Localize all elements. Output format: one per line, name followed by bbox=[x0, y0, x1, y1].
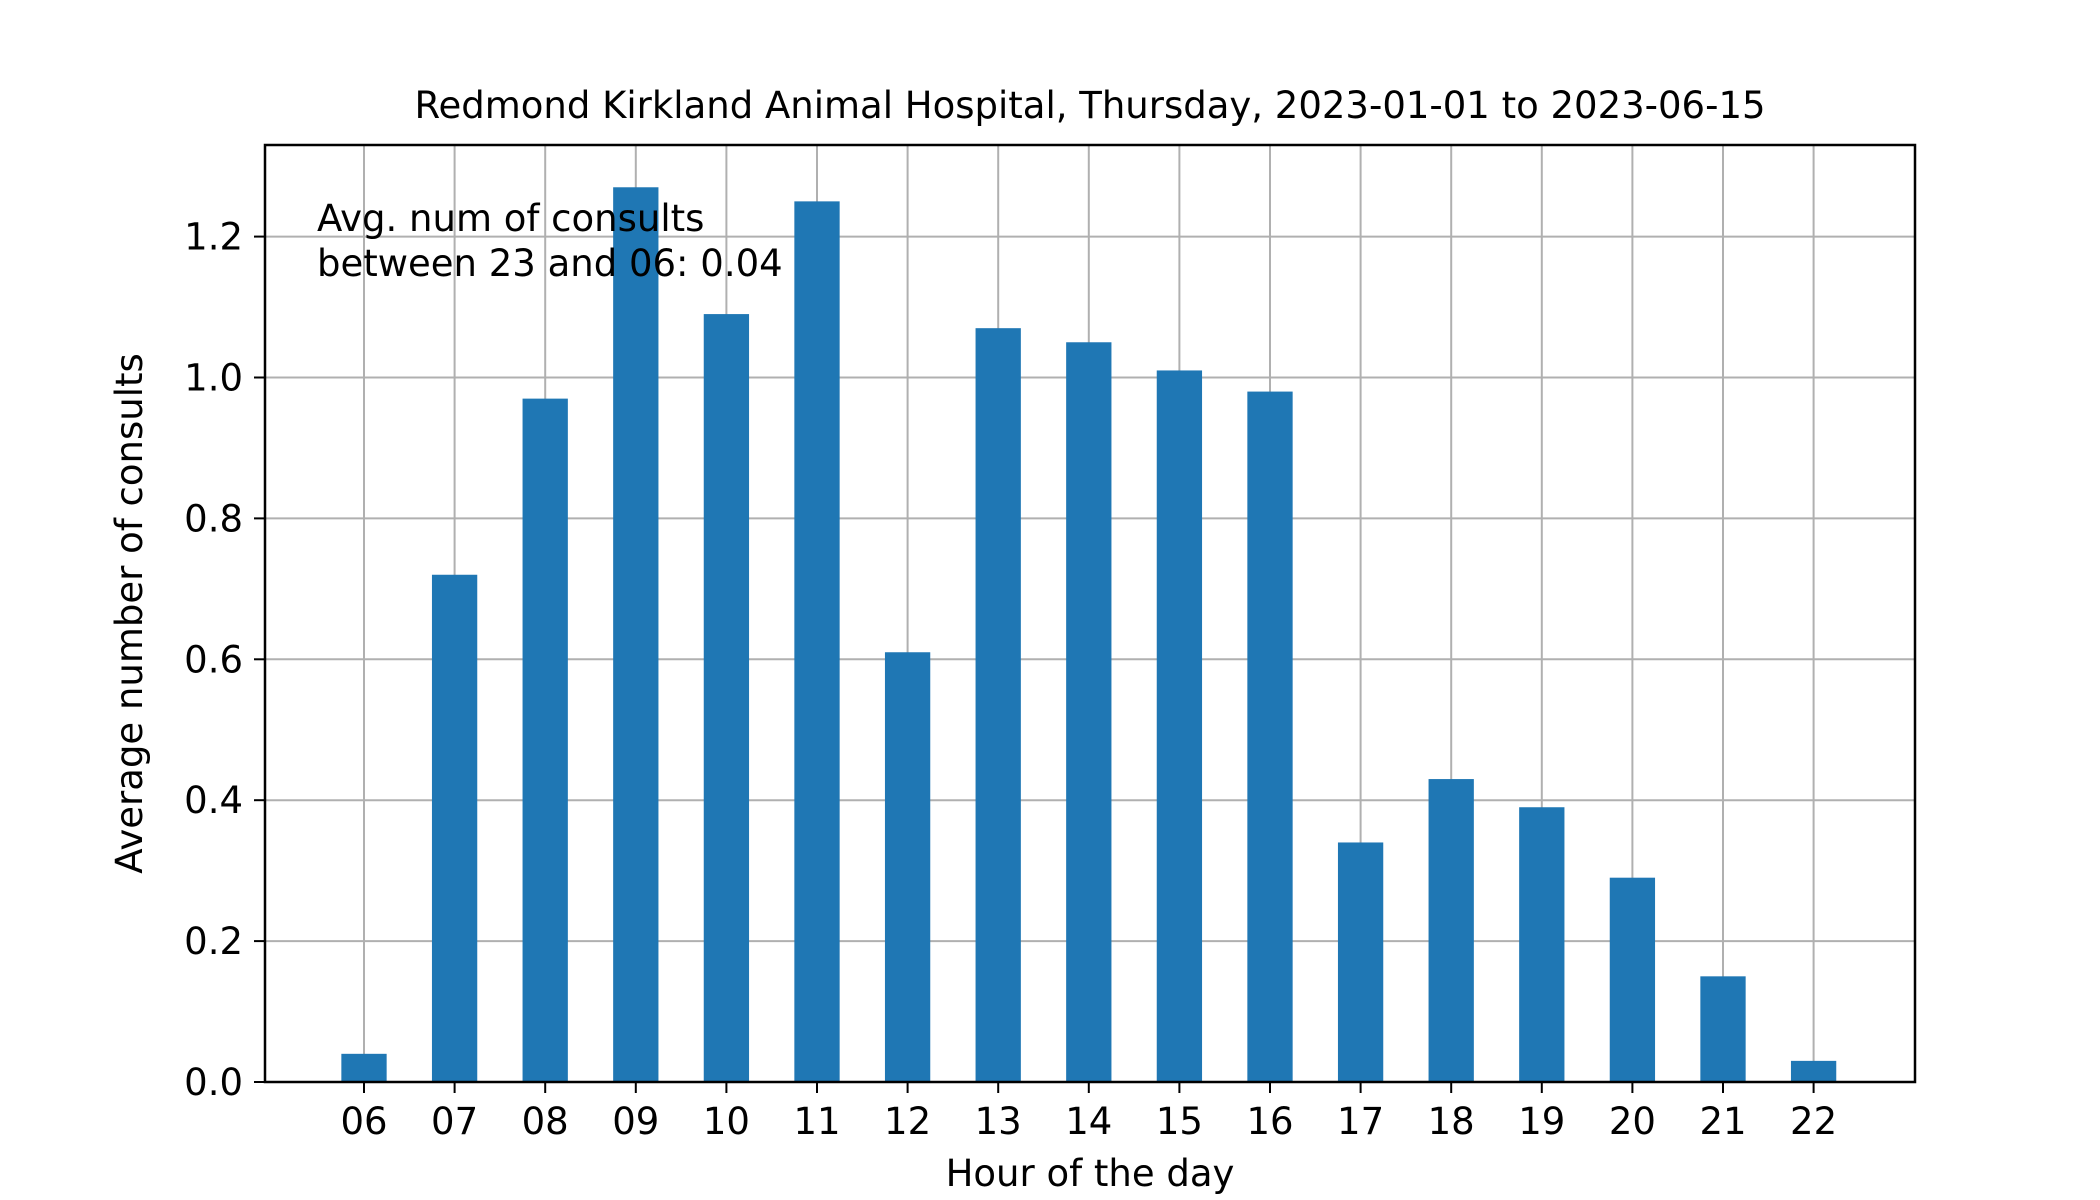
x-tick-label: 15 bbox=[1156, 1100, 1203, 1143]
bar-14 bbox=[1066, 342, 1112, 1082]
bars bbox=[341, 187, 1837, 1083]
bar-07 bbox=[431, 574, 478, 1082]
x-tick-label: 07 bbox=[431, 1100, 478, 1143]
bar-09 bbox=[613, 187, 659, 1082]
bar-21 bbox=[1700, 976, 1746, 1082]
x-tick-label: 17 bbox=[1337, 1100, 1384, 1143]
annotation-line-2: between 23 and 06: 0.04 bbox=[317, 242, 783, 285]
y-tick-label: 0.2 bbox=[184, 920, 243, 963]
x-tick-label: 21 bbox=[1699, 1100, 1746, 1143]
x-tick-label: 18 bbox=[1428, 1100, 1475, 1143]
bar-17 bbox=[1337, 842, 1384, 1082]
bar-11 bbox=[794, 201, 840, 1082]
bar-18 bbox=[1428, 779, 1474, 1082]
x-tick-label: 13 bbox=[975, 1100, 1022, 1143]
x-tick-label: 19 bbox=[1518, 1100, 1565, 1143]
y-tick-label: 0.8 bbox=[184, 497, 243, 540]
y-tick-label: 0.4 bbox=[184, 779, 243, 822]
bar-15 bbox=[1156, 370, 1203, 1082]
x-tick-label: 08 bbox=[522, 1100, 569, 1143]
y-tick-label: 1.0 bbox=[184, 356, 243, 399]
bar-13 bbox=[975, 328, 1021, 1082]
x-tick-label: 16 bbox=[1246, 1100, 1293, 1143]
bar-10 bbox=[703, 314, 750, 1082]
plot-frame bbox=[263, 143, 1917, 1084]
bar-12 bbox=[884, 652, 931, 1082]
annotation-line-1: Avg. num of consults bbox=[317, 197, 704, 240]
bar-08 bbox=[522, 398, 568, 1083]
x-tick-label: 06 bbox=[340, 1100, 387, 1143]
y-tick-label: 1.2 bbox=[184, 216, 243, 259]
x-tick-label: 12 bbox=[884, 1100, 931, 1143]
bar-16 bbox=[1247, 391, 1293, 1082]
y-axis-label: Average number of consults bbox=[108, 353, 151, 874]
x-tick-label: 20 bbox=[1609, 1100, 1656, 1143]
y-tick-label: 0.6 bbox=[184, 638, 243, 681]
x-tick-label: 14 bbox=[1065, 1100, 1112, 1143]
chart-title: Redmond Kirkland Animal Hospital, Thursd… bbox=[414, 84, 1765, 127]
x-axis-label: Hour of the day bbox=[946, 1152, 1235, 1195]
bar-19 bbox=[1519, 807, 1565, 1082]
bar-22 bbox=[1790, 1060, 1837, 1082]
x-tick-label: 10 bbox=[703, 1100, 750, 1143]
x-tick-label: 22 bbox=[1790, 1100, 1837, 1143]
x-tick-label: 11 bbox=[793, 1100, 840, 1143]
x-tick-label: 09 bbox=[612, 1100, 659, 1143]
bar-20 bbox=[1609, 877, 1656, 1082]
y-tick-label: 0.0 bbox=[184, 1061, 243, 1104]
ticks: 06 07 08 09 10 11 12 13 14 15 16 17 18 19 20 21 22 0.0 0.2… bbox=[184, 216, 1837, 1143]
bar-06 bbox=[341, 1053, 387, 1082]
